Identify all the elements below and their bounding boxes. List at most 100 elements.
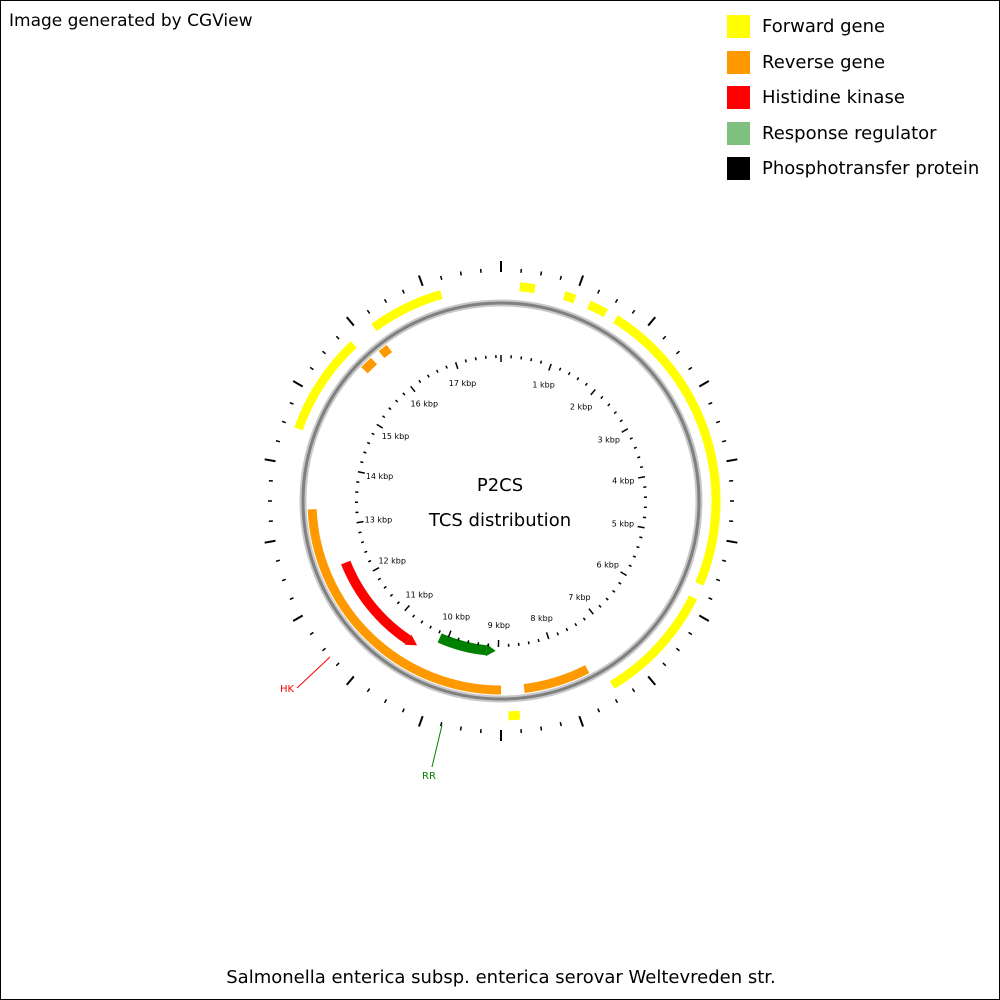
- outer-tick: [675, 647, 680, 652]
- inner-tick: [410, 385, 416, 393]
- inner-tick: [582, 617, 586, 621]
- feature-labels: HK RR: [280, 656, 443, 782]
- reverse-gene-arc: [523, 665, 590, 694]
- outer-tick: [559, 722, 563, 727]
- reverse-gene-arc: [378, 344, 393, 359]
- outer-tick: [726, 539, 738, 544]
- outer-tick: [322, 647, 327, 652]
- kbp-tick-label: 2 kbp: [570, 402, 592, 411]
- kbp-tick-label: 13 kbp: [365, 515, 393, 524]
- phosphotransfer-swatch: [727, 157, 750, 181]
- outer-tick: [292, 380, 304, 388]
- inner-tick: [366, 441, 371, 445]
- kbp-tick-label: 14 kbp: [366, 472, 394, 481]
- inner-tick: [367, 559, 372, 563]
- kbp-tick-label: 5 kbp: [612, 520, 634, 529]
- outer-tick: [688, 366, 693, 371]
- inner-tick: [639, 466, 644, 469]
- outer-tick: [401, 289, 405, 294]
- inner-tick: [360, 461, 364, 464]
- inner-tick: [420, 620, 424, 624]
- outer-tick: [281, 578, 287, 582]
- kbp-tick-label: 3 kbp: [597, 436, 619, 445]
- outer-tick: [597, 289, 601, 294]
- legend-label: Response regulator: [762, 122, 937, 144]
- outer-tick: [366, 688, 371, 693]
- outer-tick: [289, 597, 294, 601]
- outer-tick: [292, 614, 304, 622]
- outer-tick: [383, 298, 388, 304]
- outer-tick: [309, 366, 314, 371]
- outer-tick: [662, 662, 667, 667]
- kbp-tick-label: 17 kbp: [449, 379, 477, 388]
- forward-gene-arc: [371, 290, 443, 332]
- outer-tick: [688, 631, 693, 636]
- outer-tick: [708, 597, 713, 601]
- inner-tick: [464, 359, 467, 363]
- outer-tick: [289, 401, 294, 405]
- legend-item-phosphotransfer: Phosphotransfer protein: [727, 151, 979, 187]
- inner-tick: [360, 541, 365, 544]
- inner-tick: [383, 585, 387, 589]
- inner-tick: [527, 641, 530, 645]
- inner-tick: [548, 363, 552, 371]
- outer-tick: [647, 316, 657, 327]
- inner-tick: [454, 361, 459, 370]
- kbp-tick-label: 8 kbp: [530, 614, 552, 623]
- inner-tick: [395, 399, 399, 403]
- outer-tick: [345, 316, 355, 327]
- kbp-tick-label: 12 kbp: [378, 557, 406, 566]
- inner-tick: [605, 597, 609, 601]
- inner-tick: [558, 367, 562, 371]
- legend-label: Histidine kinase: [762, 87, 905, 109]
- inner-tick: [376, 423, 384, 429]
- inner-tick: [372, 567, 380, 572]
- kbp-tick-label: 11 kbp: [406, 590, 434, 599]
- histidine-kinase-arrow: [341, 560, 411, 644]
- outer-tick: [698, 614, 710, 622]
- forward-gene-arc: [294, 341, 357, 431]
- backbone-shadow: [299, 299, 703, 703]
- legend-item-reverse: Reverse gene: [727, 45, 979, 81]
- outer-tick: [417, 715, 424, 727]
- inner-tick: [404, 605, 410, 612]
- inner-tick: [474, 357, 477, 361]
- kbp-tick-label: 10 kbp: [443, 613, 471, 622]
- outer-tick: [726, 458, 738, 463]
- outer-tick: [439, 275, 443, 280]
- outer-tick: [366, 309, 371, 314]
- inner-tick: [565, 627, 569, 632]
- inner-tick: [357, 470, 365, 474]
- inner-tick: [567, 371, 571, 376]
- inner-tick: [364, 550, 368, 554]
- outer-tick: [345, 675, 355, 686]
- inner-tick: [639, 536, 643, 539]
- outer-tick: [417, 275, 424, 287]
- hk-label-line: [296, 656, 331, 689]
- inner-tick: [445, 365, 448, 369]
- inner-tick: [637, 525, 645, 529]
- inner-tick: [402, 392, 406, 396]
- forward-gene-arc: [508, 710, 521, 721]
- inner-tick: [447, 630, 452, 638]
- inner-tick: [381, 415, 386, 419]
- inner-tick: [588, 608, 594, 615]
- organism-caption: Salmonella enterica subsp. enterica sero…: [226, 967, 776, 988]
- inner-tick: [556, 632, 560, 636]
- inner-tick: [438, 630, 441, 634]
- reverse-gene-arc: [307, 509, 502, 695]
- kbp-tick-label: 9 kbp: [488, 621, 510, 630]
- legend-label: Reverse gene: [762, 51, 886, 73]
- outer-tick: [597, 708, 601, 713]
- forward-gene-arc: [562, 291, 577, 304]
- inner-tick: [358, 531, 362, 534]
- inner-tick: [396, 601, 400, 605]
- forward-swatch: [727, 15, 750, 39]
- histidine-kinase-swatch: [727, 86, 750, 110]
- legend-label: Phosphotransfer protein: [762, 158, 980, 180]
- outer-tick: [578, 275, 585, 287]
- kbp-tick-label: 15 kbp: [382, 432, 410, 441]
- credit-text: Image generated by CGView: [9, 11, 253, 31]
- forward-gene-arc: [609, 595, 698, 689]
